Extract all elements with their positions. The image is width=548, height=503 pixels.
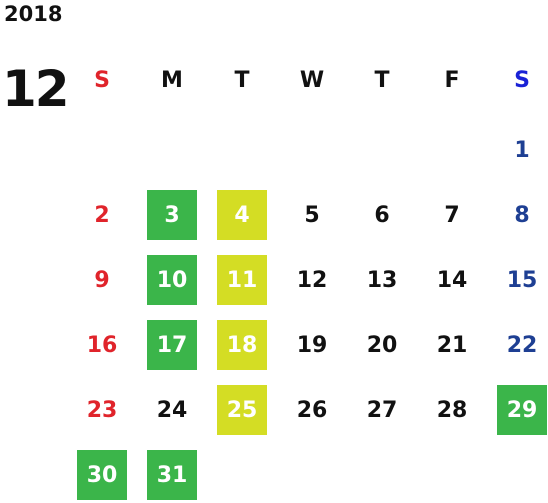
weekday-tue: T [234,67,250,93]
day-cell-31[interactable]: 31 [147,450,197,500]
weekday-sun: S [94,67,110,93]
day-cell-22[interactable]: 22 [506,332,538,358]
day-cell-3[interactable]: 3 [147,190,197,240]
day-cell-27[interactable]: 27 [366,397,398,423]
day-cell-25[interactable]: 25 [217,385,267,435]
day-cell-26[interactable]: 26 [296,397,328,423]
day-cell-19[interactable]: 19 [296,332,328,358]
month-label: 12 [2,60,70,118]
weekday-thu: T [374,67,390,93]
day-cell-17[interactable]: 17 [147,320,197,370]
day-cell-9[interactable]: 9 [94,267,110,293]
day-cell-23[interactable]: 23 [86,397,118,423]
day-cell-21[interactable]: 21 [436,332,468,358]
day-cell-18[interactable]: 18 [217,320,267,370]
day-cell-14[interactable]: 14 [436,267,468,293]
day-cell-20[interactable]: 20 [366,332,398,358]
day-cell-6[interactable]: 6 [374,202,390,228]
day-cell-16[interactable]: 16 [86,332,118,358]
day-cell-30[interactable]: 30 [77,450,127,500]
day-cell-7[interactable]: 7 [444,202,460,228]
day-cell-10[interactable]: 10 [147,255,197,305]
day-cell-15[interactable]: 15 [506,267,538,293]
day-cell-11[interactable]: 11 [217,255,267,305]
day-cell-5[interactable]: 5 [304,202,320,228]
day-cell-24[interactable]: 24 [156,397,188,423]
weekday-sat: S [514,67,530,93]
day-cell-29[interactable]: 29 [497,385,547,435]
day-cell-12[interactable]: 12 [296,267,328,293]
day-cell-2[interactable]: 2 [94,202,110,228]
day-cell-1[interactable]: 1 [514,137,530,163]
weekday-wed: W [299,67,325,93]
day-cell-28[interactable]: 28 [436,397,468,423]
weekday-mon: M [161,67,183,93]
day-cell-8[interactable]: 8 [514,202,530,228]
weekday-fri: F [444,67,460,93]
day-cell-4[interactable]: 4 [217,190,267,240]
day-cell-13[interactable]: 13 [366,267,398,293]
year-label: 2018 [4,2,63,26]
